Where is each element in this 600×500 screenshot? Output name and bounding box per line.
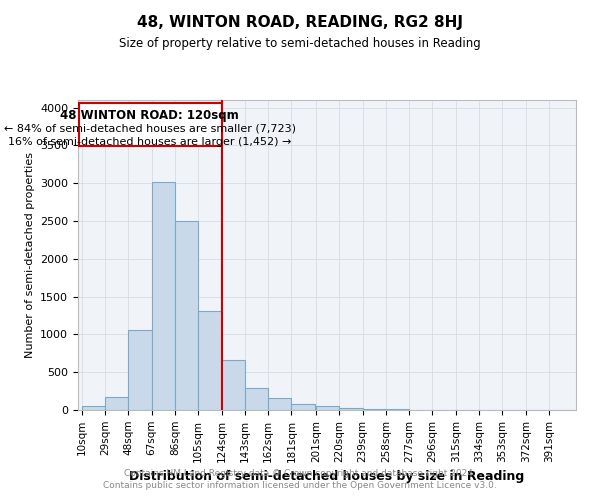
X-axis label: Distribution of semi-detached houses by size in Reading: Distribution of semi-detached houses by … <box>130 470 524 483</box>
Bar <box>292 404 315 410</box>
Text: 48, WINTON ROAD, READING, RG2 8HJ: 48, WINTON ROAD, READING, RG2 8HJ <box>137 15 463 30</box>
Bar <box>221 360 245 410</box>
Bar <box>362 409 386 410</box>
Text: Contains public sector information licensed under the Open Government Licence v3: Contains public sector information licen… <box>103 481 497 490</box>
Text: Size of property relative to semi-detached houses in Reading: Size of property relative to semi-detach… <box>119 38 481 51</box>
Text: 48 WINTON ROAD: 120sqm: 48 WINTON ROAD: 120sqm <box>61 109 239 122</box>
Text: 16% of semi-detached houses are larger (1,452) →: 16% of semi-detached houses are larger (… <box>8 137 292 147</box>
Bar <box>79 103 221 146</box>
Bar <box>316 406 339 410</box>
Bar <box>105 397 128 410</box>
Bar <box>128 330 152 410</box>
Bar <box>245 388 268 410</box>
Bar <box>268 398 292 410</box>
Bar <box>152 182 175 410</box>
Bar <box>339 408 362 410</box>
Text: ← 84% of semi-detached houses are smaller (7,723): ← 84% of semi-detached houses are smalle… <box>4 123 296 133</box>
Bar <box>175 221 198 410</box>
Y-axis label: Number of semi-detached properties: Number of semi-detached properties <box>25 152 35 358</box>
Text: Contains HM Land Registry data © Crown copyright and database right 2024.: Contains HM Land Registry data © Crown c… <box>124 468 476 477</box>
Bar <box>82 406 105 410</box>
Bar <box>198 311 221 410</box>
